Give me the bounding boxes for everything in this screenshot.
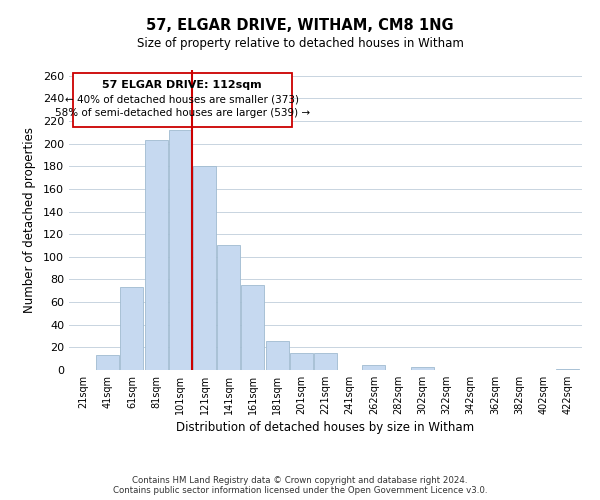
Bar	[290, 353, 313, 370]
Text: ← 40% of detached houses are smaller (373): ← 40% of detached houses are smaller (37…	[65, 94, 299, 104]
Bar	[217, 246, 240, 370]
Text: Contains public sector information licensed under the Open Government Licence v3: Contains public sector information licen…	[113, 486, 487, 495]
Text: 57 ELGAR DRIVE: 112sqm: 57 ELGAR DRIVE: 112sqm	[103, 80, 262, 90]
Bar	[193, 166, 216, 370]
Bar	[169, 130, 192, 370]
Y-axis label: Number of detached properties: Number of detached properties	[23, 127, 36, 313]
Bar	[96, 356, 119, 370]
Bar	[121, 288, 143, 370]
Bar	[241, 285, 265, 370]
Bar	[314, 353, 337, 370]
Text: 58% of semi-detached houses are larger (539) →: 58% of semi-detached houses are larger (…	[55, 108, 310, 118]
Text: 57, ELGAR DRIVE, WITHAM, CM8 1NG: 57, ELGAR DRIVE, WITHAM, CM8 1NG	[146, 18, 454, 32]
Bar	[362, 366, 385, 370]
Text: Contains HM Land Registry data © Crown copyright and database right 2024.: Contains HM Land Registry data © Crown c…	[132, 476, 468, 485]
Bar	[411, 366, 434, 370]
Bar	[266, 340, 289, 370]
X-axis label: Distribution of detached houses by size in Witham: Distribution of detached houses by size …	[176, 421, 475, 434]
Bar	[145, 140, 167, 370]
Text: Size of property relative to detached houses in Witham: Size of property relative to detached ho…	[137, 38, 463, 51]
Bar	[556, 369, 579, 370]
Bar	[73, 74, 292, 126]
